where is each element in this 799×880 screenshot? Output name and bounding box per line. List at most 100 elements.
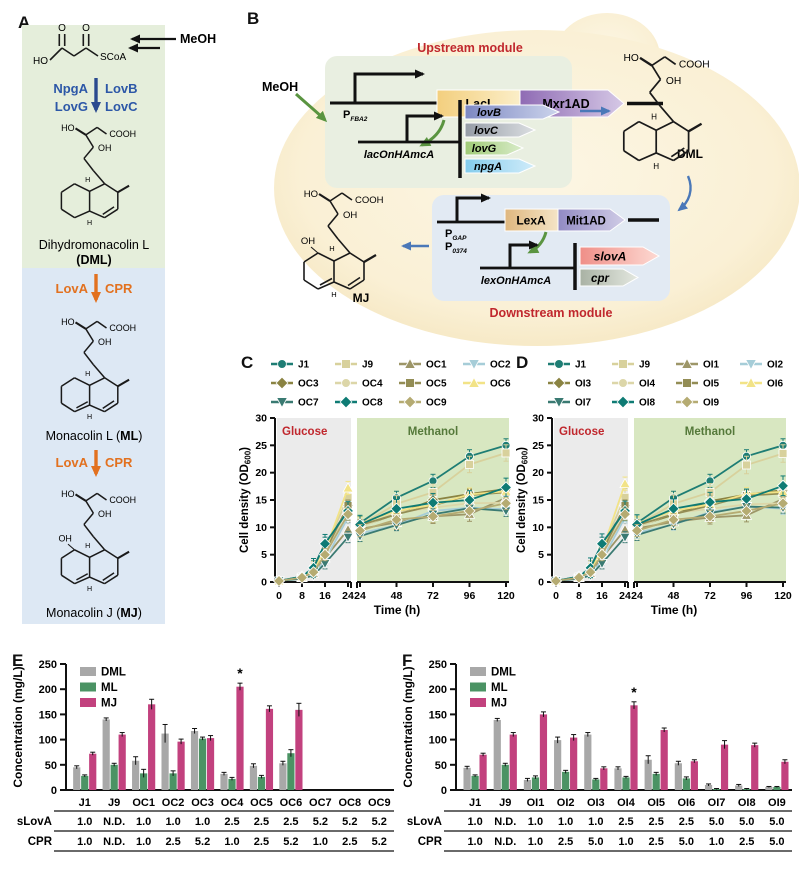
x-tick-label: 16 <box>319 590 331 602</box>
series-marker-square <box>501 448 511 458</box>
bar-MJ-J9 <box>509 734 517 790</box>
bond <box>363 254 377 263</box>
bar-ML-J1 <box>81 775 89 790</box>
table-cell: 2.5 <box>618 816 633 828</box>
bond <box>349 252 365 263</box>
series-marker-circle <box>341 378 351 388</box>
bar-DML-OC6 <box>279 763 287 790</box>
bond <box>85 126 98 136</box>
table-cell: 2.5 <box>165 836 180 848</box>
bond <box>85 47 99 57</box>
bond <box>104 377 119 387</box>
atom-label: SCoA <box>100 52 126 63</box>
y-tick-label: 10 <box>255 522 267 534</box>
table-cell: 1.0 <box>467 816 482 828</box>
p0374-label: P0374 <box>445 241 467 255</box>
series-marker-diamond <box>499 481 513 494</box>
chart-tspan: Cell density (OD <box>516 464 528 553</box>
legend-label: MJ <box>491 698 507 710</box>
y-tick-label: 200 <box>429 684 447 696</box>
legend: J1 J9 OC1 OC2 OC3 OC4 OC5 OC6 OC7 OC8 OC9 <box>271 357 511 409</box>
mxr1ad-label: Mxr1AD <box>542 97 589 111</box>
bond <box>96 492 107 501</box>
y-tick-label: 5 <box>261 549 267 561</box>
atom-label: COOH <box>109 129 136 139</box>
table-cell: 2.5 <box>254 816 269 828</box>
bond <box>649 78 662 93</box>
bar-MJ-OC6 <box>295 709 303 790</box>
y-tick-label: 200 <box>39 684 57 696</box>
series-marker-diamond <box>272 574 286 587</box>
bar-MJ-OC5 <box>265 708 274 790</box>
y-tick-label: 50 <box>45 760 57 772</box>
slova-gene-arrow <box>579 246 661 266</box>
series-marker-diamond <box>740 492 753 505</box>
series-marker-diamond <box>630 524 644 537</box>
legend-label: OI9 <box>703 398 720 409</box>
category-label: OC1 <box>132 797 155 809</box>
enzyme-lovc: LovC <box>105 99 138 114</box>
bond <box>104 549 119 559</box>
y-tick-label: 10 <box>532 522 544 534</box>
bond <box>659 105 675 123</box>
bar-DML-OI7 <box>704 784 713 790</box>
series-marker-square <box>341 359 351 369</box>
bond <box>673 150 690 162</box>
y-tick-label: 0 <box>261 577 267 589</box>
downstream-pathway-background <box>22 268 165 624</box>
slova-label: slovA <box>594 250 627 264</box>
bond <box>341 192 353 201</box>
bar-ML-OI9 <box>773 786 781 790</box>
y-axis-title: Cell density (OD600) <box>516 447 530 553</box>
atom-label: COOH <box>679 60 710 71</box>
table-cell: 1.0 <box>558 816 573 828</box>
bond <box>639 56 653 67</box>
y-tick-label: 5 <box>538 549 544 561</box>
bond <box>117 550 130 560</box>
lovg-gene-arrow <box>464 140 525 156</box>
table-cell: 5.2 <box>372 836 387 848</box>
bar-DML-OI4 <box>614 768 622 790</box>
bond <box>89 549 105 558</box>
bond <box>83 351 94 366</box>
bond <box>104 402 119 413</box>
series-marker-triangle-down <box>619 532 631 543</box>
legend: J1 J9 OI1 OI2 OI3 OI4 OI5 OI6 OI7 OI8 OI9 <box>548 357 784 409</box>
bond <box>89 404 105 413</box>
bond <box>317 252 335 262</box>
lexa-label: LexA <box>516 214 546 228</box>
glucose-phase-bg <box>277 418 351 582</box>
pfba2-label: PFBA2 <box>343 109 368 123</box>
bond <box>85 320 98 330</box>
atom-label: OH <box>98 143 111 153</box>
bond <box>333 252 351 262</box>
x-tick-label: 120 <box>774 590 792 602</box>
category-label: OC4 <box>221 797 245 809</box>
legend-label: J9 <box>362 360 374 371</box>
series-marker-square <box>405 378 415 388</box>
phase-label-glucose: Glucose <box>282 426 327 438</box>
bar-MJ-OI6 <box>690 761 698 790</box>
panel-f-bar-chart: F 0 50 100 150 200 250 Concentration (mg/L) J1 J… <box>401 651 792 852</box>
bond <box>651 64 662 80</box>
table-cell: 2.5 <box>649 836 664 848</box>
series-marker-diamond <box>426 496 440 509</box>
bar-ML-OI1 <box>531 777 540 790</box>
bond <box>89 183 105 192</box>
table-row-label: sLovA <box>17 816 52 828</box>
bond <box>74 377 90 386</box>
ml-structure: HO COOH OH H H <box>60 317 136 421</box>
bond <box>327 225 339 240</box>
bond <box>60 402 75 413</box>
enzyme-lova-1: LovA <box>56 281 89 296</box>
series-marker-diamond <box>572 571 586 584</box>
table-cell: N.D. <box>103 836 125 848</box>
bond <box>74 321 87 330</box>
bond <box>670 147 685 158</box>
lovc-label: lovC <box>474 125 499 137</box>
bond <box>104 574 119 585</box>
atom-label: H <box>85 371 90 378</box>
cpr-label: cpr <box>591 273 609 285</box>
panel-d-growth-chart: D J1 J9 OI1 OI2 OI3 OI4 OI5 OI6 OI7 OI8 OI9 Glucose… <box>516 353 792 617</box>
bond <box>117 378 130 388</box>
